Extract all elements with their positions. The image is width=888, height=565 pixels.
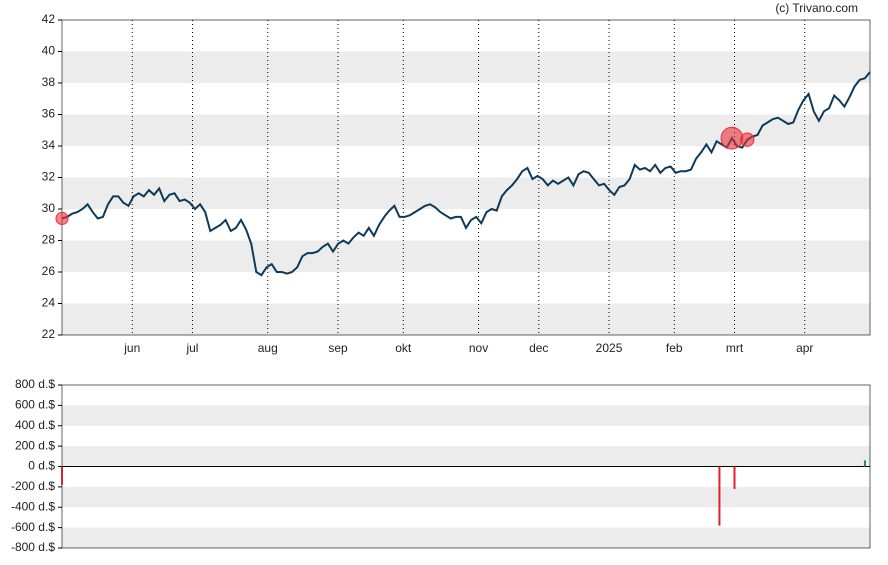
y-tick-label: 800 d.$	[15, 377, 55, 391]
y-tick-label: -800 d.$	[11, 540, 55, 554]
x-tick-label: jul	[185, 341, 198, 355]
band	[62, 405, 870, 426]
y-tick-label: 400 d.$	[15, 418, 55, 432]
y-tick-label: 36	[42, 107, 56, 121]
y-tick-label: -200 d.$	[11, 479, 55, 493]
bar	[718, 466, 721, 526]
y-tick-label: 200 d.$	[15, 438, 55, 452]
y-tick-label: 600 d.$	[15, 398, 55, 412]
watermark: (c) Trivano.com	[775, 1, 858, 15]
x-tick-label: 2025	[596, 341, 623, 355]
x-tick-label: apr	[796, 341, 813, 355]
y-tick-label: 34	[42, 138, 56, 152]
x-tick-label: aug	[258, 341, 278, 355]
y-tick-label: 26	[42, 264, 56, 278]
plot-frame	[61, 19, 871, 336]
y-tick-label: 42	[42, 12, 56, 26]
trade-marker	[55, 211, 69, 225]
x-tick-label: nov	[469, 341, 488, 355]
y-tick-label: -600 d.$	[11, 520, 55, 534]
trade-marker	[720, 126, 744, 150]
band	[62, 303, 870, 335]
x-tick-label: okt	[395, 341, 412, 355]
bar	[863, 460, 866, 467]
x-tick-label: feb	[666, 341, 683, 355]
y-tick-label: 0 d.$	[28, 459, 55, 473]
trade-marker	[740, 132, 755, 147]
y-tick-label: 22	[42, 327, 56, 341]
y-tick-label: 24	[42, 296, 56, 310]
y-tick-label: 38	[42, 75, 56, 89]
x-tick-label: mrt	[726, 341, 744, 355]
x-tick-label: sep	[328, 341, 348, 355]
band	[62, 446, 870, 467]
band	[62, 527, 870, 548]
band	[62, 177, 870, 209]
x-tick-label: dec	[529, 341, 548, 355]
bar	[61, 466, 63, 485]
y-tick-label: 30	[42, 201, 56, 215]
y-tick-label: 32	[42, 170, 56, 184]
band	[62, 51, 870, 83]
x-tick-label: jun	[123, 341, 140, 355]
y-tick-label: 40	[42, 44, 56, 58]
y-tick-label: 28	[42, 233, 56, 247]
bar	[733, 466, 736, 489]
band	[62, 240, 870, 272]
y-tick-label: -400 d.$	[11, 499, 55, 513]
band	[62, 486, 870, 508]
